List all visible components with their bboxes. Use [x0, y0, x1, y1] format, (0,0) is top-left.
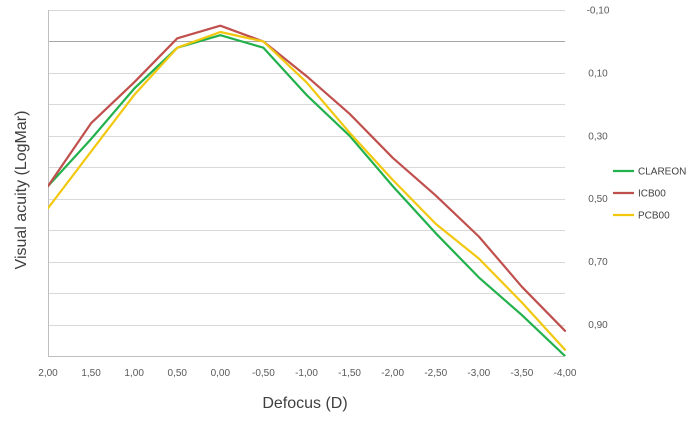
- y-tick-label: 0,90: [588, 320, 608, 331]
- x-tick-label: -2,00: [381, 368, 404, 379]
- tick-labels: -0,10 0,10 0,30 0,50 0,70 0,90 2,00 1,50 1,00 0,5…: [38, 6, 610, 380]
- y-tick-label: -0,10: [587, 6, 610, 17]
- x-tick-label: -3,00: [467, 368, 490, 379]
- legend-label-clareon: CLAREON: [638, 167, 686, 178]
- gridlines: [48, 10, 565, 326]
- legend-label-pcb00: PCB00: [638, 211, 670, 222]
- x-tick-label: -3,50: [511, 368, 534, 379]
- series-line-clareon: [48, 34, 567, 356]
- x-tick-label: 0,00: [211, 368, 231, 379]
- y-tick-label: 0,70: [588, 257, 608, 268]
- series-line-pcb00: [48, 30, 567, 351]
- x-tick-label: -0,50: [252, 368, 275, 379]
- x-tick-label: 1,50: [81, 368, 101, 379]
- y-tick-label: 0,50: [588, 194, 608, 205]
- axes: [48, 10, 565, 357]
- legend-label-icb00: ICB00: [638, 189, 666, 200]
- x-tick-label: -1,00: [295, 368, 318, 379]
- x-tick-label: 0,50: [168, 368, 188, 379]
- y-tick-label: 0,10: [588, 68, 608, 79]
- series-lines: [48, 24, 567, 356]
- x-axis-title: Defocus (D): [262, 395, 347, 412]
- x-tick-label: 1,00: [124, 368, 144, 379]
- x-tick-label: -4,00: [554, 368, 577, 379]
- x-tick-label: 2,00: [38, 368, 58, 379]
- x-tick-label: -2,50: [424, 368, 447, 379]
- series-line-icb00: [48, 24, 567, 332]
- x-tick-label: -1,50: [338, 368, 361, 379]
- y-axis-title: Visual acuity (LogMar): [13, 111, 30, 270]
- legend: CLAREON ICB00 PCB00: [613, 167, 686, 222]
- y-tick-label: 0,30: [588, 131, 608, 142]
